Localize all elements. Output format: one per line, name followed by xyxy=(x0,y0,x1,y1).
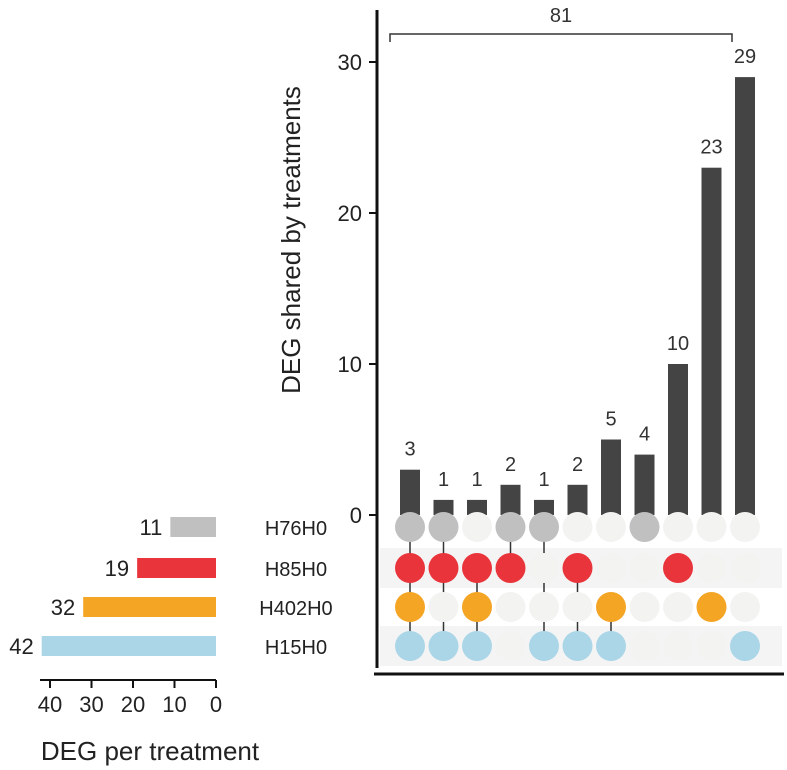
empty-dot xyxy=(596,553,626,583)
set-size-tick-label: 10 xyxy=(162,692,186,717)
membership-dot xyxy=(596,592,626,622)
y-tick-label: 10 xyxy=(338,352,362,377)
membership-dot xyxy=(395,631,425,661)
empty-dot xyxy=(428,592,459,622)
empty-dot xyxy=(629,631,660,661)
empty-dot xyxy=(529,592,559,622)
bracket-line xyxy=(389,33,733,42)
intersection-bar xyxy=(668,364,688,515)
empty-dot xyxy=(629,592,660,622)
set-size-tick-label: 40 xyxy=(38,692,62,717)
membership-dot xyxy=(462,553,492,583)
y-tick-label: 0 xyxy=(350,503,362,528)
intersection-bar xyxy=(567,484,588,515)
bracket-total-label: 81 xyxy=(550,5,572,27)
empty-dot xyxy=(562,592,593,622)
intersection-value-label: 1 xyxy=(471,469,482,491)
y-tick-label: 20 xyxy=(338,201,362,226)
intersection-value-label: 2 xyxy=(572,454,583,476)
set-size-label: 42 xyxy=(9,634,33,659)
empty-dot xyxy=(696,512,727,542)
empty-dot xyxy=(495,631,526,661)
membership-dot xyxy=(462,592,492,622)
membership-dot xyxy=(562,631,593,661)
membership-dot xyxy=(529,631,559,661)
intersection-value-label: 5 xyxy=(605,409,616,431)
empty-dot xyxy=(462,512,492,542)
empty-dot xyxy=(663,592,693,622)
set-size-label: 32 xyxy=(51,595,75,620)
empty-dot xyxy=(730,512,760,542)
membership-dot xyxy=(462,631,492,661)
membership-dot xyxy=(696,592,727,622)
set-size-label: 11 xyxy=(140,515,163,540)
set-size-label: 19 xyxy=(105,556,129,581)
membership-dot xyxy=(495,553,526,583)
set-size-bar xyxy=(170,517,216,537)
intersection-bar xyxy=(601,439,621,515)
set-name-label: H76H0 xyxy=(265,518,327,540)
set-size-bar xyxy=(83,597,216,617)
set-size-axis-title: DEG per treatment xyxy=(41,736,260,766)
empty-dot xyxy=(495,592,526,622)
y-axis-title: DEG shared by treatments xyxy=(276,86,306,394)
set-name-label: H402H0 xyxy=(259,598,332,620)
total-bracket: 81 xyxy=(389,5,733,42)
membership-dot xyxy=(395,592,425,622)
set-size-tick-label: 30 xyxy=(79,692,103,717)
intersection-value-label: 3 xyxy=(404,439,415,461)
intersection-value-label: 23 xyxy=(700,137,722,159)
intersection-bar xyxy=(634,454,655,515)
set-name-label: H85H0 xyxy=(265,559,327,581)
intersection-bar xyxy=(500,484,521,515)
set-size-tick-label: 20 xyxy=(121,692,145,717)
empty-dot xyxy=(663,512,693,542)
intersection-bar xyxy=(400,469,420,515)
membership-dot xyxy=(428,512,459,542)
membership-dot xyxy=(395,512,425,542)
empty-dot xyxy=(596,512,626,542)
membership-dot xyxy=(730,631,760,661)
y-ticks: 0 10 20 30 xyxy=(338,50,377,528)
set-name-label: H15H0 xyxy=(265,637,327,659)
intersection-value-label: 4 xyxy=(639,424,650,446)
set-size-bar xyxy=(137,558,216,578)
set-size-bar xyxy=(41,636,217,656)
intersection-value-label: 10 xyxy=(667,333,689,355)
set-size-tick-label: 0 xyxy=(210,692,222,717)
empty-dot xyxy=(696,631,727,661)
empty-dot xyxy=(730,592,760,622)
membership-dot xyxy=(428,553,459,583)
intersection-value-label: 29 xyxy=(734,46,756,68)
empty-dot xyxy=(562,512,593,542)
membership-dot xyxy=(495,512,526,542)
intersection-value-label: 1 xyxy=(438,469,449,491)
membership-dot xyxy=(629,512,660,542)
set-size-bars: 11 H76H0 19 H85H0 32 H402H0 42 H15H0 xyxy=(9,515,332,659)
set-size-ticks: 40 30 20 10 0 xyxy=(38,680,222,717)
empty-dot xyxy=(529,553,559,583)
intersection-bar xyxy=(467,499,487,515)
empty-dot xyxy=(663,631,693,661)
intersection-bar xyxy=(701,167,722,515)
y-tick-label: 30 xyxy=(338,50,362,75)
membership-dot xyxy=(562,553,593,583)
membership-dot xyxy=(428,631,459,661)
membership-dot xyxy=(529,512,559,542)
intersection-bar xyxy=(433,499,454,515)
empty-dot xyxy=(696,553,727,583)
empty-dot xyxy=(730,553,760,583)
intersection-value-label: 2 xyxy=(505,454,516,476)
membership-matrix xyxy=(395,512,760,661)
membership-dot xyxy=(596,631,626,661)
intersection-value-label: 1 xyxy=(538,469,549,491)
empty-dot xyxy=(629,553,660,583)
intersection-bar xyxy=(534,499,554,515)
intersection-bar xyxy=(735,77,755,515)
axes: DEG shared by treatments DEG per treatme… xyxy=(40,10,784,766)
membership-dot xyxy=(663,553,693,583)
membership-dot xyxy=(395,553,425,583)
